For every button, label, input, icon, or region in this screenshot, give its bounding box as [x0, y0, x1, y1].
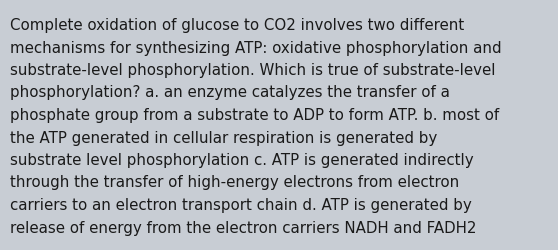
- Text: phosphorylation? a. an enzyme catalyzes the transfer of a: phosphorylation? a. an enzyme catalyzes …: [10, 85, 450, 100]
- Text: the ATP generated in cellular respiration is generated by: the ATP generated in cellular respiratio…: [10, 130, 437, 145]
- Text: through the transfer of high-energy electrons from electron: through the transfer of high-energy elec…: [10, 175, 459, 190]
- Text: carriers to an electron transport chain d. ATP is generated by: carriers to an electron transport chain …: [10, 197, 472, 212]
- Text: phosphate group from a substrate to ADP to form ATP. b. most of: phosphate group from a substrate to ADP …: [10, 108, 499, 122]
- Text: release of energy from the electron carriers NADH and FADH2: release of energy from the electron carr…: [10, 220, 477, 234]
- Text: substrate-level phosphorylation. Which is true of substrate-level: substrate-level phosphorylation. Which i…: [10, 63, 496, 78]
- Text: Complete oxidation of glucose to CO2 involves two different: Complete oxidation of glucose to CO2 inv…: [10, 18, 464, 33]
- Text: substrate level phosphorylation c. ATP is generated indirectly: substrate level phosphorylation c. ATP i…: [10, 152, 474, 167]
- Text: mechanisms for synthesizing ATP: oxidative phosphorylation and: mechanisms for synthesizing ATP: oxidati…: [10, 40, 502, 55]
